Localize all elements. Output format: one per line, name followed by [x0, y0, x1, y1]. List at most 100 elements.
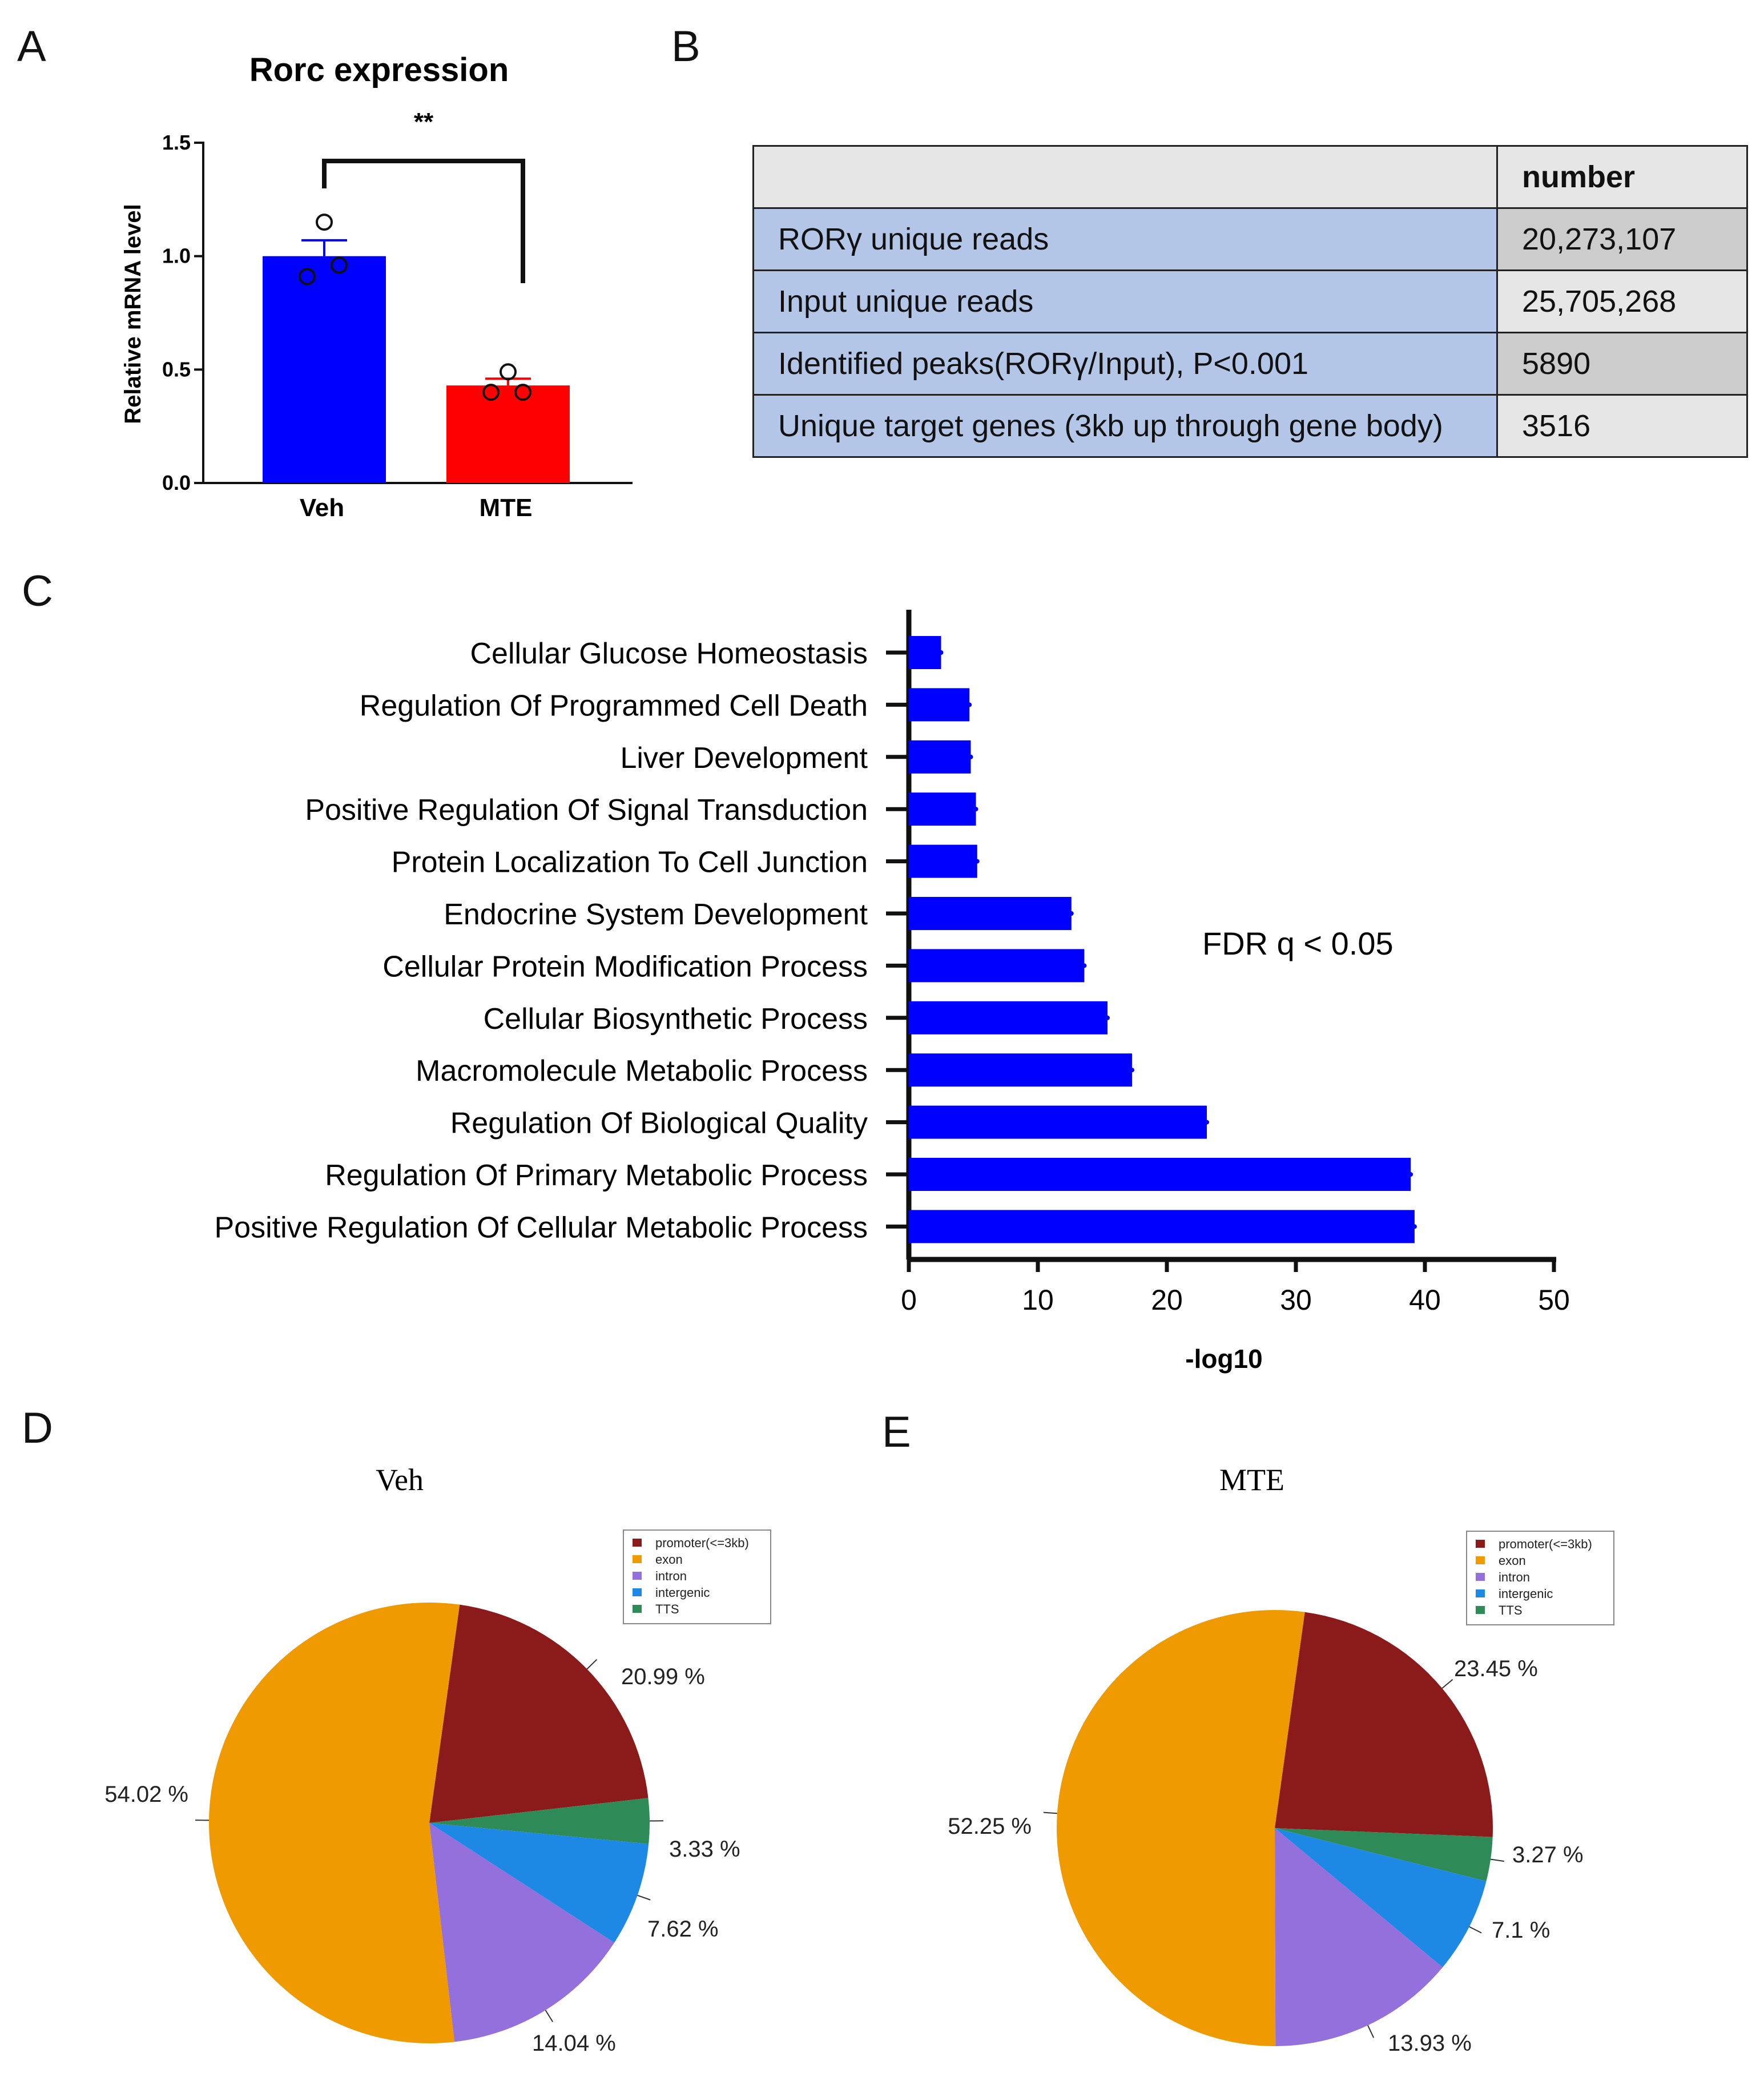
pie-legend-swatch — [633, 1539, 642, 1547]
table-row-value: 5890 — [1496, 332, 1748, 396]
chart-c-category-label: Cellular Protein Modification Process — [382, 950, 868, 983]
chart-c-category-label: Liver Development — [620, 742, 868, 775]
pie-slice — [1275, 1828, 1443, 2046]
pie-legend-label: exon — [655, 1552, 683, 1567]
chart-c-bar — [909, 1001, 1108, 1035]
pie-legend-label: intergenic — [1499, 1587, 1553, 1601]
table-row-value: 20,273,107 — [1496, 207, 1748, 271]
chart-c-x-tick-label: 40 — [1409, 1284, 1441, 1316]
table-header-row: number — [752, 145, 1748, 209]
chart-c-category-label: Positive Regulation Of Cellular Metaboli… — [214, 1211, 868, 1244]
chart-c-bar — [909, 1210, 1415, 1243]
panel-letter-e: E — [882, 1408, 911, 1456]
pie-leader-line — [1469, 1926, 1482, 1934]
pie-value-label: 23.45 % — [1454, 1656, 1538, 1681]
pie-value-label: 3.33 % — [669, 1837, 740, 1862]
chart-c-category-label: Endocrine System Development — [444, 898, 868, 931]
pie-legend-label: intron — [1499, 1570, 1530, 1584]
chart-c-category-label: Cellular Biosynthetic Process — [484, 1003, 868, 1036]
pie-leader-line — [1043, 1812, 1057, 1814]
chart-c-bar — [909, 1053, 1132, 1087]
chart-a-bar — [263, 256, 386, 483]
chart-c-xlabel: -log10 — [1185, 1344, 1262, 1374]
chart-c-bar — [909, 792, 976, 826]
chart-c-bar-end-marker — [1082, 963, 1087, 968]
pie-legend-box — [1466, 1531, 1614, 1625]
pie-legend-label: TTS — [655, 1602, 679, 1616]
chart-a-data-point — [316, 214, 333, 231]
table-row-label: Identified peaks(RORγ/Input), P<0.001 — [752, 332, 1498, 396]
pie-legend-swatch — [633, 1572, 642, 1580]
chart-a-rorc-expression: Rorc expression ** Relative mRNA level 0… — [120, 51, 633, 522]
chart-e-title: MTE — [1219, 1463, 1284, 1497]
chart-c-bar — [909, 636, 941, 669]
chart-a-bar — [446, 385, 570, 483]
pie-leader-line — [1490, 1858, 1504, 1862]
pie-value-label: 13.93 % — [1388, 2031, 1472, 2056]
chart-c-category-label: Cellular Glucose Homeostasis — [470, 637, 868, 670]
panel-letter-a: A — [17, 22, 46, 71]
pie-leader-line — [545, 2010, 554, 2022]
pie-legend-swatch — [1476, 1606, 1485, 1614]
chart-e-pie-mte: MTE 23.45 % 3.27 % 7.1 % 13.93 % 52.25 % prom… — [948, 1463, 1614, 2056]
chart-a-y-tick-label: 0.0 — [162, 471, 191, 494]
chart-a-x-tick-label: Veh — [300, 494, 344, 522]
pie-slice — [1057, 1610, 1305, 2046]
chart-c-bar-end-marker — [939, 650, 944, 655]
table-row-label: Unique target genes (3kb up through gene… — [752, 394, 1498, 458]
chart-c-bar — [909, 740, 971, 774]
table-row: RORγ unique reads 20,273,107 — [752, 207, 1748, 271]
pie-value-label: 52.25 % — [948, 1814, 1032, 1839]
chart-c-category-label: Regulation Of Primary Metabolic Process — [325, 1159, 868, 1192]
chart-d-pie-veh: Veh 20.99 % 3.33 % 7.62 % 14.04 % 54.02 % pro… — [104, 1463, 771, 2056]
panel-letter-b: B — [671, 22, 700, 71]
pie-legend-swatch — [1476, 1573, 1485, 1581]
pie-legend-swatch — [1476, 1540, 1485, 1548]
chart-a-title: Rorc expression — [249, 51, 509, 88]
pie-leader-line — [1441, 1678, 1453, 1689]
chart-c-bar-end-marker — [967, 702, 972, 707]
chart-a-significance: ** — [414, 108, 434, 136]
table-row: Identified peaks(RORγ/Input), P<0.001 58… — [752, 332, 1748, 396]
pie-value-label: 14.04 % — [532, 2031, 616, 2056]
pie-slice — [429, 1604, 649, 1823]
pie-legend-label: promoter(<=3kb) — [655, 1536, 749, 1550]
chart-c-x-tick-label: 10 — [1022, 1284, 1054, 1316]
pie-value-label: 20.99 % — [621, 1664, 705, 1689]
chart-c-bar — [909, 1105, 1207, 1139]
chart-c-bar-end-marker — [968, 754, 973, 759]
pie-legend-swatch — [633, 1588, 642, 1596]
chart-c-bar-end-marker — [973, 807, 978, 812]
chart-c-category-label: Regulation Of Biological Quality — [450, 1107, 868, 1140]
chart-c-x-tick-label: 0 — [901, 1284, 917, 1316]
table-row-value: 3516 — [1496, 394, 1748, 458]
pie-value-label: 54.02 % — [104, 1782, 188, 1807]
table-row: Input unique reads 25,705,268 — [752, 269, 1748, 333]
pie-slice — [429, 1823, 615, 2042]
chart-a-ylabel: Relative mRNA level — [120, 204, 146, 424]
chart-c-category-label: Positive Regulation Of Signal Transducti… — [305, 794, 868, 827]
pie-legend-swatch — [1476, 1589, 1485, 1597]
chart-c-x-tick-label: 30 — [1280, 1284, 1312, 1316]
chart-c-bar — [909, 949, 1085, 983]
chart-c-bar-end-marker — [1129, 1068, 1134, 1073]
chart-c-bar — [909, 844, 977, 878]
pie-legend-box — [623, 1529, 771, 1624]
pie-legend-label: exon — [1499, 1553, 1526, 1568]
chart-c-go-enrichment: -log10 FDR q < 0.05 0 10 20 30 40 50 Cellular … — [214, 610, 1570, 1374]
chart-c-category-label: Regulation Of Programmed Cell Death — [360, 689, 868, 722]
pie-value-label: 7.62 % — [647, 1917, 719, 1942]
pie-legend-swatch — [1476, 1556, 1485, 1564]
pie-value-label: 7.1 % — [1492, 1918, 1550, 1943]
reads-summary-table: number RORγ unique reads 20,273,107 Inpu… — [752, 145, 1748, 458]
pie-legend-swatch — [633, 1605, 642, 1613]
chart-c-category-label: Protein Localization To Cell Junction — [392, 846, 868, 879]
chart-c-bar-end-marker — [974, 859, 980, 864]
pie-leader-line — [1367, 2025, 1375, 2038]
pie-value-label: 3.27 % — [1512, 1842, 1584, 1867]
chart-a-data-point — [299, 268, 316, 285]
chart-c-bar — [909, 897, 1072, 930]
chart-a-x-tick-label: MTE — [480, 494, 533, 522]
chart-c-annotation: FDR q < 0.05 — [1202, 925, 1394, 961]
pie-legend-swatch — [633, 1555, 642, 1563]
